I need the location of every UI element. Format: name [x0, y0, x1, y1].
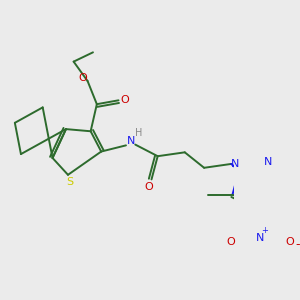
Text: O: O	[226, 237, 235, 247]
Text: N: N	[263, 157, 272, 167]
Text: O: O	[79, 73, 87, 83]
Text: -: -	[295, 238, 300, 251]
Text: N: N	[256, 233, 265, 243]
Text: O: O	[120, 95, 129, 105]
Text: +: +	[261, 226, 268, 235]
Text: H: H	[135, 128, 142, 138]
Text: O: O	[285, 237, 294, 247]
Text: O: O	[144, 182, 153, 192]
Text: S: S	[66, 177, 73, 187]
Text: N: N	[126, 136, 135, 146]
Text: N: N	[231, 159, 239, 170]
